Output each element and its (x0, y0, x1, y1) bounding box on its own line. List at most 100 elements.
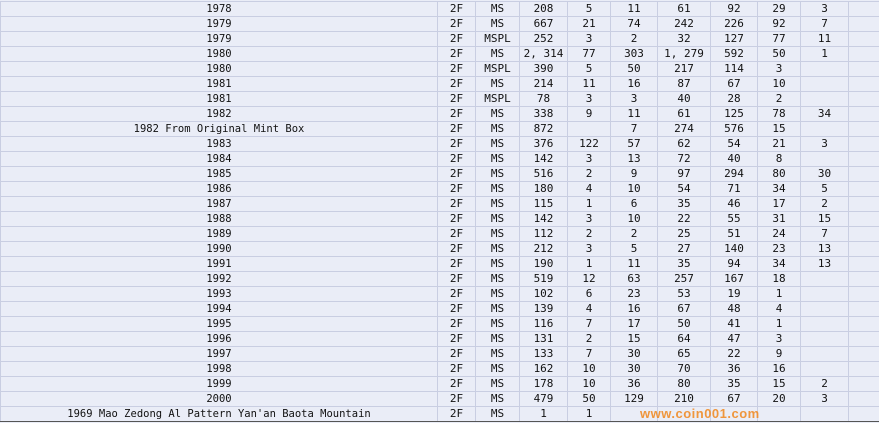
table-cell[interactable] (800, 331, 849, 347)
table-cell[interactable]: 2F (437, 316, 476, 332)
table-cell[interactable]: 178 (519, 376, 568, 392)
table-cell[interactable]: 303 (610, 46, 658, 62)
table-cell[interactable]: 102 (519, 286, 568, 302)
table-cell[interactable]: 65 (657, 346, 711, 362)
table-cell[interactable]: 576 (710, 121, 758, 137)
table-cell[interactable]: 3 (610, 91, 658, 107)
table-cell[interactable]: 10 (567, 376, 611, 392)
table-cell[interactable]: 2F (437, 346, 476, 362)
table-cell[interactable]: 2F (437, 271, 476, 287)
table-cell[interactable]: MS (475, 136, 520, 152)
table-cell[interactable]: 212 (519, 241, 568, 257)
empty-cell[interactable] (848, 211, 879, 227)
table-cell[interactable]: MS (475, 76, 520, 92)
table-cell[interactable]: 18 (757, 271, 801, 287)
table-cell[interactable]: 1 (567, 196, 611, 212)
table-cell[interactable]: 2 (800, 376, 849, 392)
table-cell[interactable]: 67 (710, 391, 758, 407)
table-cell[interactable]: 2F (437, 1, 476, 17)
table-cell[interactable]: MS (475, 211, 520, 227)
table-cell[interactable] (800, 91, 849, 107)
table-cell[interactable]: MS (475, 391, 520, 407)
table-cell[interactable]: 1983 (0, 136, 438, 152)
table-cell[interactable]: 1993 (0, 286, 438, 302)
table-cell[interactable]: 2F (437, 241, 476, 257)
table-cell[interactable]: 1979 (0, 31, 438, 47)
table-cell[interactable]: 80 (757, 166, 801, 182)
table-cell[interactable]: 2F (437, 286, 476, 302)
table-cell[interactable]: 2F (437, 361, 476, 377)
table-cell[interactable]: 127 (710, 31, 758, 47)
table-cell[interactable]: 2, 314 (519, 46, 568, 62)
table-cell[interactable]: 338 (519, 106, 568, 122)
table-cell[interactable]: 94 (710, 256, 758, 272)
table-cell[interactable]: 24 (757, 226, 801, 242)
table-cell[interactable]: 15 (800, 211, 849, 227)
table-cell[interactable]: 57 (610, 136, 658, 152)
table-cell[interactable]: 1991 (0, 256, 438, 272)
table-cell[interactable]: 32 (657, 31, 711, 47)
table-cell[interactable]: 167 (710, 271, 758, 287)
table-cell[interactable]: 3 (567, 91, 611, 107)
table-cell[interactable]: 50 (657, 316, 711, 332)
table-cell[interactable]: 5 (567, 61, 611, 77)
table-cell[interactable]: 1995 (0, 316, 438, 332)
table-cell[interactable]: 35 (657, 256, 711, 272)
table-cell[interactable]: 67 (710, 76, 758, 92)
table-cell[interactable]: 78 (757, 106, 801, 122)
table-cell[interactable]: 129 (610, 391, 658, 407)
table-cell[interactable]: 61 (657, 106, 711, 122)
empty-cell[interactable] (848, 241, 879, 257)
table-cell[interactable]: 27 (657, 241, 711, 257)
table-cell[interactable]: 1 (800, 46, 849, 62)
table-cell[interactable]: 1982 From Original Mint Box (0, 121, 438, 137)
table-cell[interactable]: MS (475, 301, 520, 317)
table-cell[interactable]: 516 (519, 166, 568, 182)
table-cell[interactable]: 5 (610, 241, 658, 257)
empty-cell[interactable] (848, 91, 879, 107)
table-cell[interactable]: 78 (519, 91, 568, 107)
table-cell[interactable]: 16 (610, 301, 658, 317)
table-cell[interactable]: MS (475, 376, 520, 392)
empty-cell[interactable] (848, 361, 879, 377)
table-cell[interactable]: 11 (610, 106, 658, 122)
table-cell[interactable]: 23 (610, 286, 658, 302)
table-cell[interactable] (800, 406, 849, 422)
table-cell[interactable]: 15 (757, 376, 801, 392)
table-cell[interactable]: MS (475, 121, 520, 137)
table-cell[interactable]: 2F (437, 256, 476, 272)
table-cell[interactable]: 2 (567, 166, 611, 182)
table-cell[interactable]: 479 (519, 391, 568, 407)
empty-cell[interactable] (848, 196, 879, 212)
table-cell[interactable]: MS (475, 361, 520, 377)
table-cell[interactable]: 162 (519, 361, 568, 377)
table-cell[interactable] (800, 76, 849, 92)
table-cell[interactable]: 87 (657, 76, 711, 92)
table-cell[interactable]: 1999 (0, 376, 438, 392)
table-cell[interactable]: 2F (437, 16, 476, 32)
table-cell[interactable]: 80 (657, 376, 711, 392)
table-cell[interactable]: 1997 (0, 346, 438, 362)
table-cell[interactable]: 1980 (0, 61, 438, 77)
table-cell[interactable]: 10 (610, 211, 658, 227)
table-cell[interactable]: 667 (519, 16, 568, 32)
table-cell[interactable]: 214 (519, 76, 568, 92)
table-cell[interactable]: 4 (757, 301, 801, 317)
table-cell[interactable]: 122 (567, 136, 611, 152)
table-cell[interactable]: 34 (757, 181, 801, 197)
empty-cell[interactable] (848, 256, 879, 272)
table-cell[interactable]: 1990 (0, 241, 438, 257)
table-cell[interactable]: 34 (757, 256, 801, 272)
table-cell[interactable]: 25 (657, 226, 711, 242)
table-cell[interactable]: 210 (657, 391, 711, 407)
table-cell[interactable] (757, 406, 801, 422)
table-cell[interactable]: 72 (657, 151, 711, 167)
table-cell[interactable]: 125 (710, 106, 758, 122)
table-cell[interactable]: 22 (710, 346, 758, 362)
table-cell[interactable]: 30 (800, 166, 849, 182)
empty-cell[interactable] (848, 76, 879, 92)
table-cell[interactable] (610, 406, 658, 422)
table-cell[interactable]: MS (475, 16, 520, 32)
table-cell[interactable]: 390 (519, 61, 568, 77)
table-cell[interactable]: MS (475, 271, 520, 287)
